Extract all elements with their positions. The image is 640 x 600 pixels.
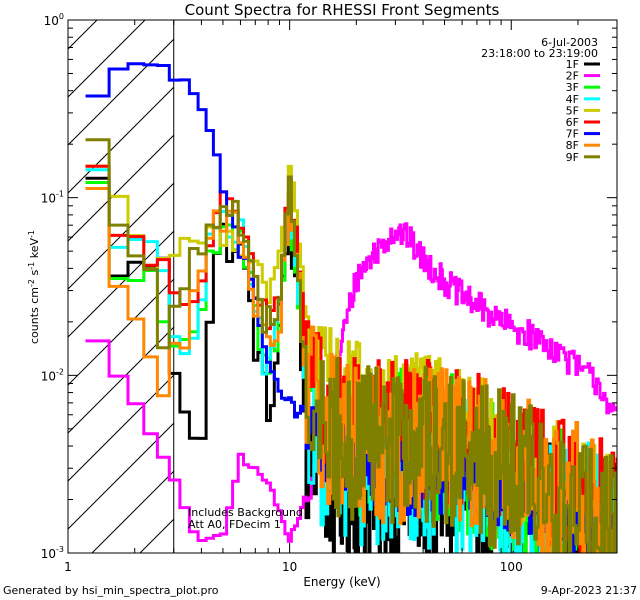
plot-frame — [67, 19, 618, 554]
hatch-line — [68, 374, 174, 482]
x-tick-label: 100 — [500, 560, 523, 574]
legend-label: 9F — [566, 151, 579, 164]
legend-label: 8F — [566, 139, 579, 152]
legend-label: 3F — [566, 81, 579, 94]
legend-label: 5F — [566, 104, 579, 117]
annotation-attenuator: Att A0, FDecim 1 — [188, 518, 281, 531]
hatch-line — [68, 20, 146, 98]
footer-timestamp: 9-Apr-2023 21:37 — [541, 584, 637, 597]
chart-title: Count Spectra for RHESSI Front Segments — [185, 1, 500, 19]
legend-label: 1F — [566, 58, 579, 71]
x-axis: 1 10 100 — [64, 20, 618, 574]
hatch-line — [68, 422, 174, 530]
series-9F — [85, 138, 617, 553]
legend-label: 2F — [566, 70, 579, 83]
y-label-part: -1 — [27, 230, 36, 238]
hatch-line — [68, 38, 174, 146]
y-tick-label: 10-2 — [41, 367, 64, 383]
legend-label: 4F — [566, 93, 579, 106]
y-label-part: counts cm — [28, 287, 41, 344]
hatch-line — [68, 182, 174, 290]
hatch-line — [0, 0, 28, 553]
observation-date: 6-Jul-2003 — [541, 36, 598, 49]
hatch-line — [68, 230, 174, 338]
x-axis-label: Energy (keV) — [303, 575, 380, 589]
hatch-line — [68, 20, 98, 50]
footer-generator: Generated by hsi_min_spectra_plot.pro — [3, 584, 219, 597]
x-tick-label: 10 — [282, 560, 297, 574]
legend-label: 7F — [566, 128, 579, 141]
y-tick-label: 10-1 — [41, 190, 64, 206]
y-label-part: keV — [28, 238, 41, 262]
observation-time-range: 23:18:00 to 23:19:00 — [481, 47, 598, 60]
x-tick-label: 1 — [64, 560, 72, 574]
y-tick-label: 10-3 — [41, 545, 64, 561]
y-label-part: s — [28, 269, 41, 278]
y-axis: 100 10-1 10-2 10-3 — [41, 12, 617, 561]
y-axis-label: counts cm-2 s-1 keV-1 — [27, 230, 41, 344]
y-label-part: -2 — [27, 279, 36, 287]
legend-label: 6F — [566, 116, 579, 129]
y-label-part: -1 — [27, 262, 36, 270]
hatched-region — [0, 0, 174, 553]
series-layer — [85, 62, 617, 553]
y-tick-label: 100 — [44, 12, 64, 28]
annotation-background: Includes Background — [188, 506, 303, 519]
